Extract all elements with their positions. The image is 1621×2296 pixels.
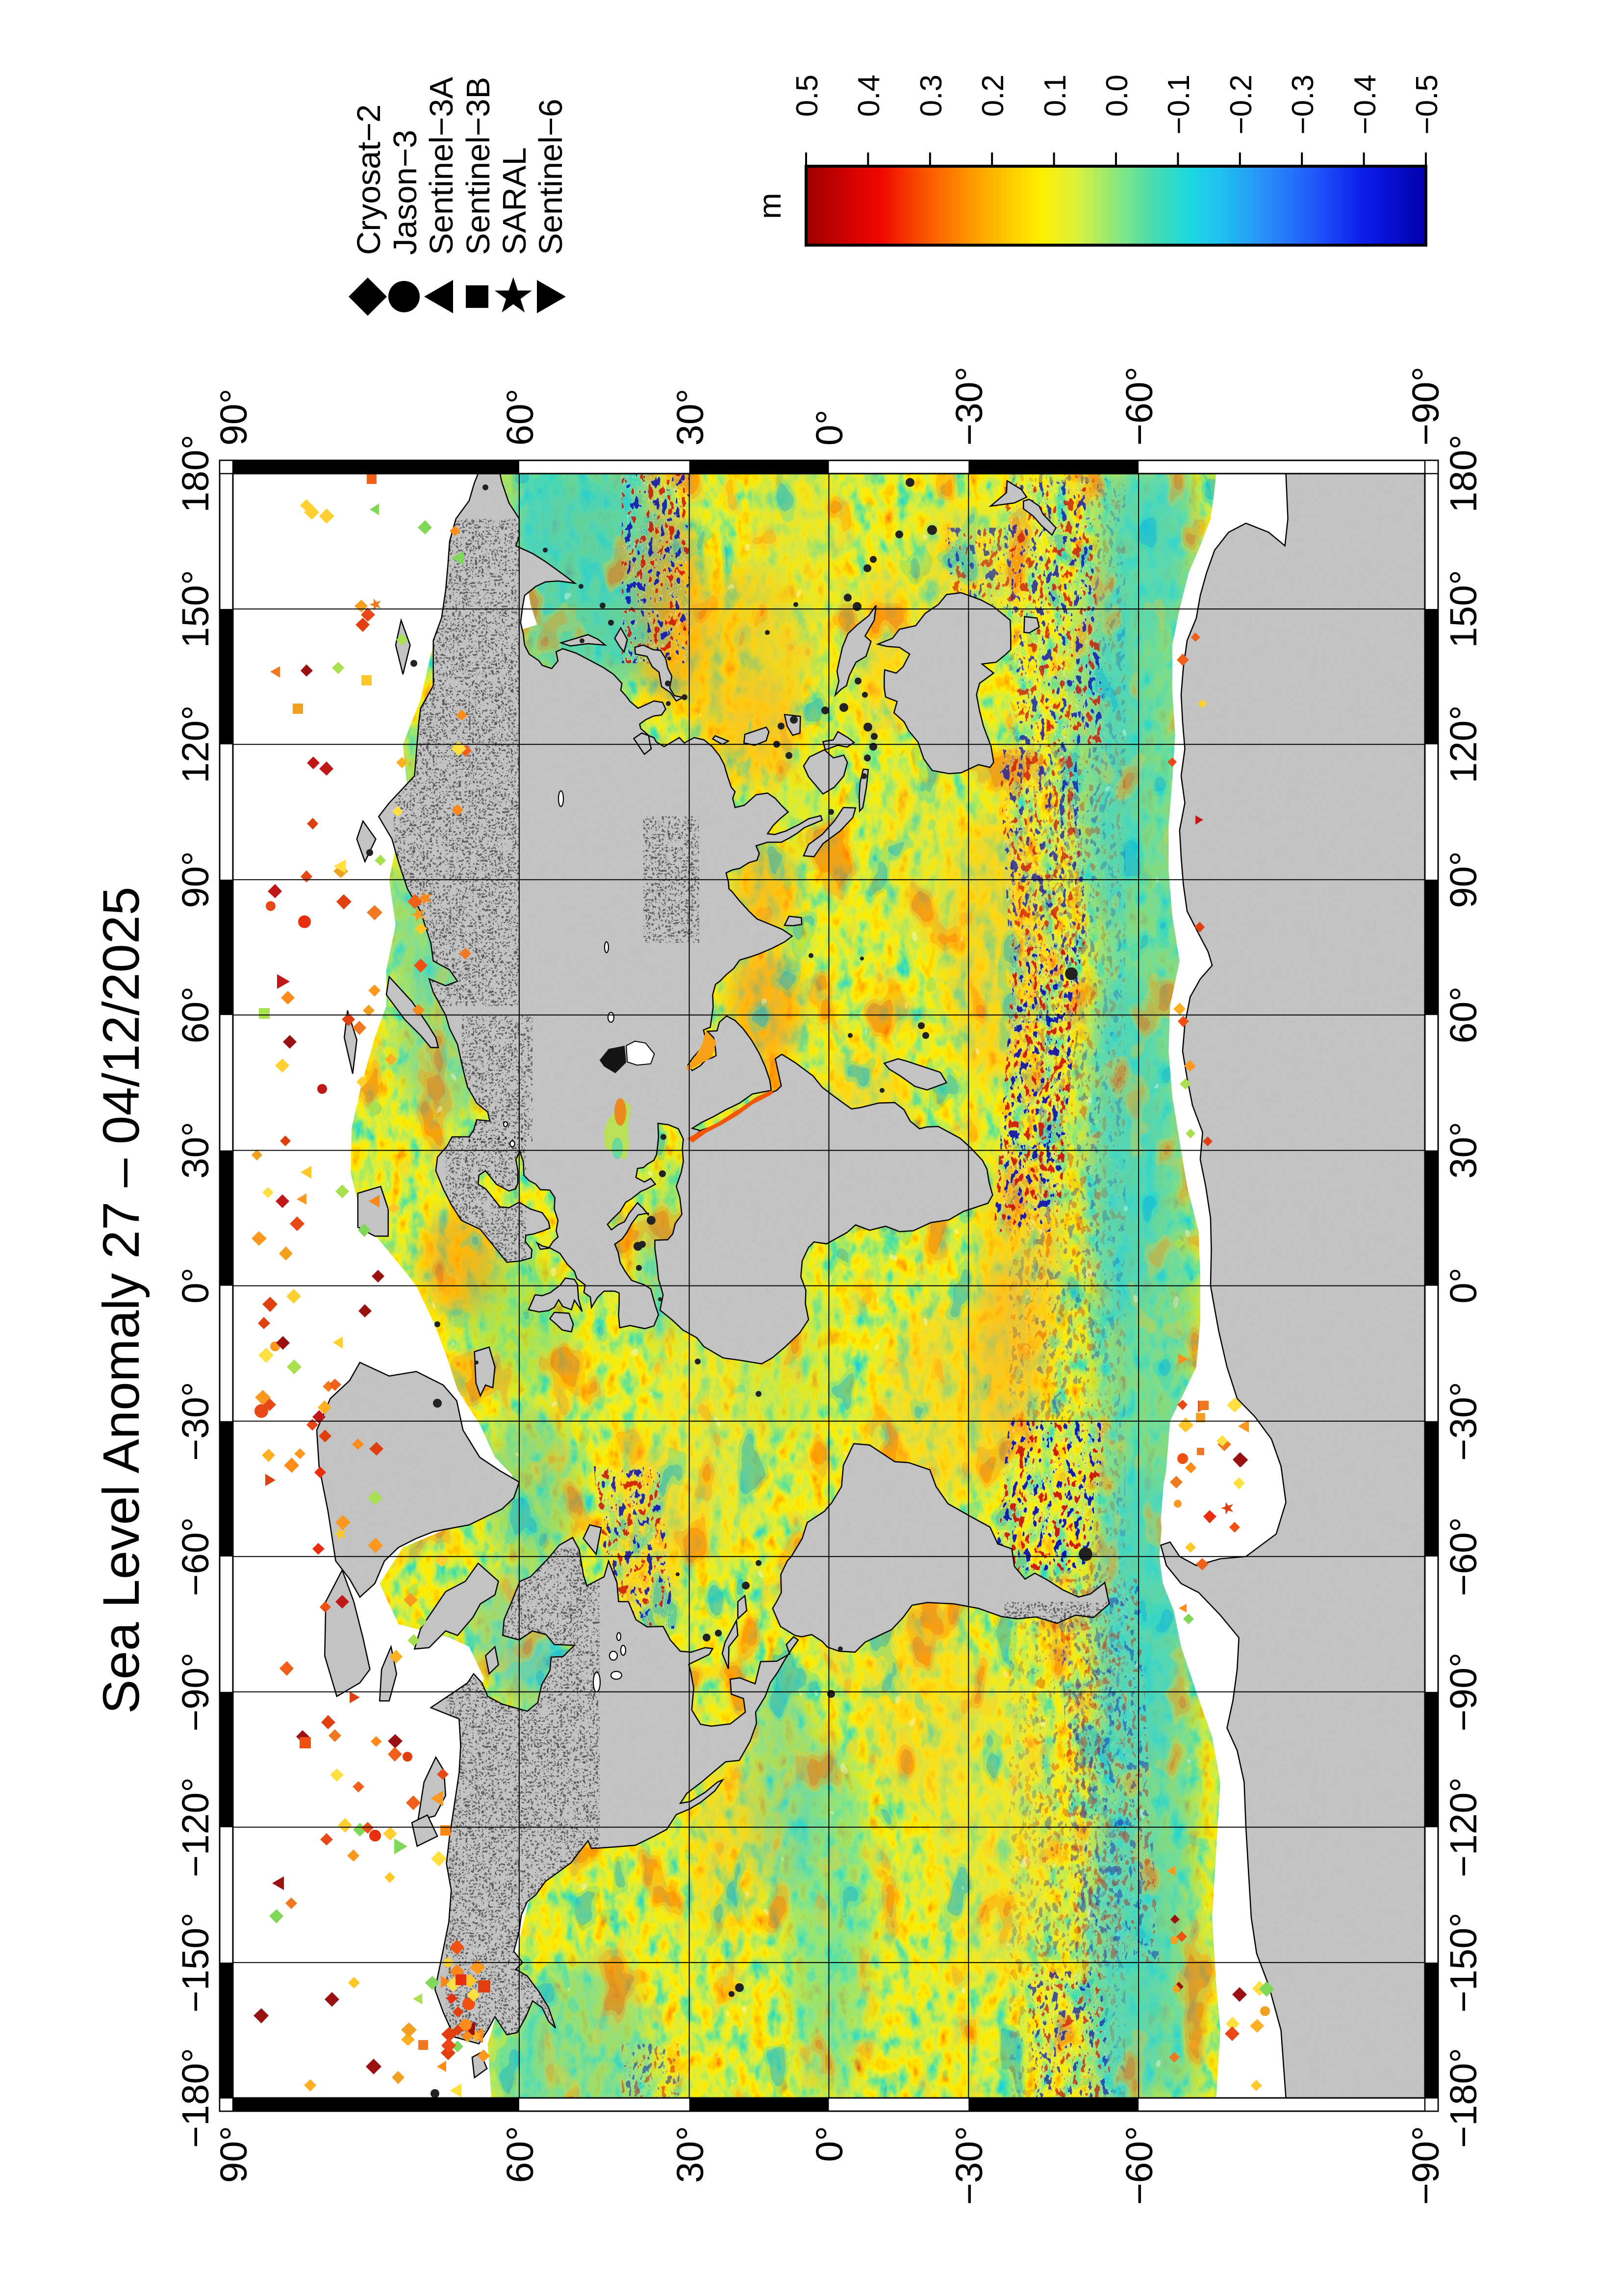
- svg-text:120°: 120°: [1443, 705, 1485, 783]
- svg-text:60°: 60°: [499, 389, 541, 446]
- svg-text:−180°: −180°: [175, 2048, 217, 2148]
- svg-text:−0.4: −0.4: [1348, 75, 1382, 134]
- svg-text:−30°: −30°: [175, 1382, 217, 1461]
- svg-text:−90°: −90°: [175, 1652, 217, 1731]
- svg-text:180°: 180°: [1443, 434, 1485, 512]
- svg-text:30°: 30°: [669, 389, 711, 446]
- svg-text:−0.1: −0.1: [1162, 75, 1196, 134]
- svg-text:30°: 30°: [669, 2126, 711, 2183]
- svg-text:−90°: −90°: [1405, 2126, 1447, 2205]
- svg-text:0°: 0°: [809, 409, 851, 446]
- svg-text:30°: 30°: [1443, 1122, 1485, 1179]
- svg-text:−30°: −30°: [948, 367, 990, 446]
- svg-text:−30°: −30°: [948, 2126, 990, 2205]
- svg-text:−60°: −60°: [1118, 2126, 1161, 2205]
- svg-text:−0.3: −0.3: [1286, 75, 1320, 134]
- svg-text:150°: 150°: [175, 570, 217, 648]
- svg-text:90°: 90°: [213, 389, 255, 446]
- svg-text:−120°: −120°: [1443, 1777, 1485, 1877]
- svg-text:Sentinel−3A: Sentinel−3A: [423, 76, 460, 255]
- svg-text:150°: 150°: [1443, 570, 1485, 648]
- svg-text:0.5: 0.5: [790, 75, 824, 117]
- svg-text:90°: 90°: [175, 851, 217, 908]
- svg-text:−90°: −90°: [1443, 1652, 1485, 1731]
- svg-text:Sea Level Anomaly 27 – 04/12/2: Sea Level Anomaly 27 – 04/12/2025: [93, 886, 150, 1714]
- svg-text:0.2: 0.2: [976, 75, 1010, 117]
- svg-text:Sentinel−3B: Sentinel−3B: [460, 77, 497, 255]
- svg-text:SARAL: SARAL: [496, 147, 533, 255]
- svg-text:0°: 0°: [175, 1267, 217, 1304]
- svg-text:−150°: −150°: [1443, 1913, 1485, 2013]
- svg-text:Jason−3: Jason−3: [387, 130, 424, 255]
- svg-text:0.0: 0.0: [1100, 75, 1134, 117]
- svg-text:−60°: −60°: [1443, 1517, 1485, 1596]
- svg-text:0.3: 0.3: [914, 75, 948, 117]
- svg-text:−60°: −60°: [1118, 367, 1161, 446]
- svg-text:−150°: −150°: [175, 1913, 217, 2013]
- svg-text:m: m: [752, 193, 787, 219]
- svg-text:−0.2: −0.2: [1224, 75, 1258, 134]
- svg-text:30°: 30°: [175, 1122, 217, 1179]
- svg-text:−30°: −30°: [1443, 1382, 1485, 1461]
- svg-text:0°: 0°: [809, 2126, 851, 2162]
- svg-text:0°: 0°: [1443, 1267, 1485, 1304]
- svg-text:−120°: −120°: [175, 1777, 217, 1877]
- svg-text:180°: 180°: [175, 434, 217, 512]
- svg-text:−90°: −90°: [1405, 367, 1447, 446]
- svg-text:120°: 120°: [175, 705, 217, 783]
- svg-text:Sentinel−6: Sentinel−6: [532, 99, 569, 255]
- svg-text:0.1: 0.1: [1038, 75, 1072, 117]
- svg-text:−180°: −180°: [1443, 2048, 1485, 2148]
- svg-text:−0.5: −0.5: [1410, 75, 1444, 134]
- svg-text:−60°: −60°: [175, 1517, 217, 1596]
- svg-text:90°: 90°: [213, 2126, 255, 2183]
- svg-text:Cryosat−2: Cryosat−2: [351, 104, 387, 255]
- svg-text:90°: 90°: [1443, 851, 1485, 908]
- svg-text:60°: 60°: [499, 2126, 541, 2183]
- svg-text:60°: 60°: [1443, 986, 1485, 1043]
- svg-text:60°: 60°: [175, 986, 217, 1043]
- svg-text:0.4: 0.4: [852, 75, 886, 117]
